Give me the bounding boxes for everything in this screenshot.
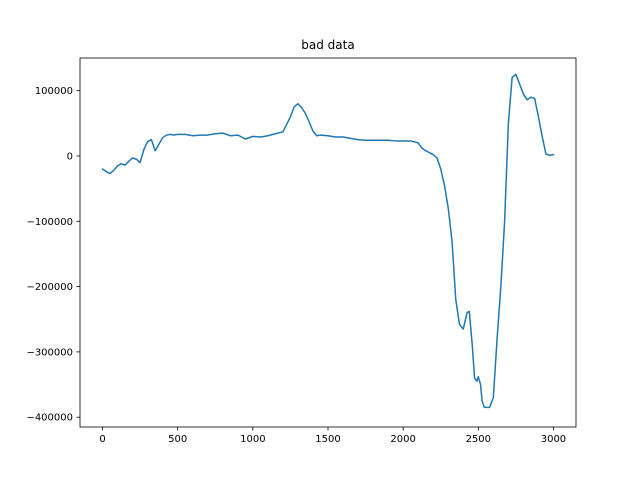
y-tick-label: −300000 (26, 347, 73, 358)
x-tick-label: 2500 (466, 434, 491, 445)
y-tick-label: −400000 (26, 413, 73, 424)
x-tick-label: 1500 (315, 434, 340, 445)
x-tick-label: 1000 (240, 434, 265, 445)
x-tick-label: 3000 (541, 434, 566, 445)
y-tick-label: 0 (67, 151, 73, 162)
x-tick-label: 2000 (390, 434, 415, 445)
x-tick-label: 500 (168, 434, 187, 445)
chart-title: bad data (301, 38, 354, 52)
y-tick-label: −200000 (26, 282, 73, 293)
axes: 0 500 1000 1500 2000 2500 3000 100000 0 −100000 −2… (26, 57, 577, 445)
y-tick-label: −100000 (26, 217, 73, 228)
y-tick-label: 100000 (35, 86, 73, 97)
x-tick-label: 0 (99, 434, 105, 445)
plot-area (101, 73, 555, 409)
series-line-0 (101, 73, 555, 409)
